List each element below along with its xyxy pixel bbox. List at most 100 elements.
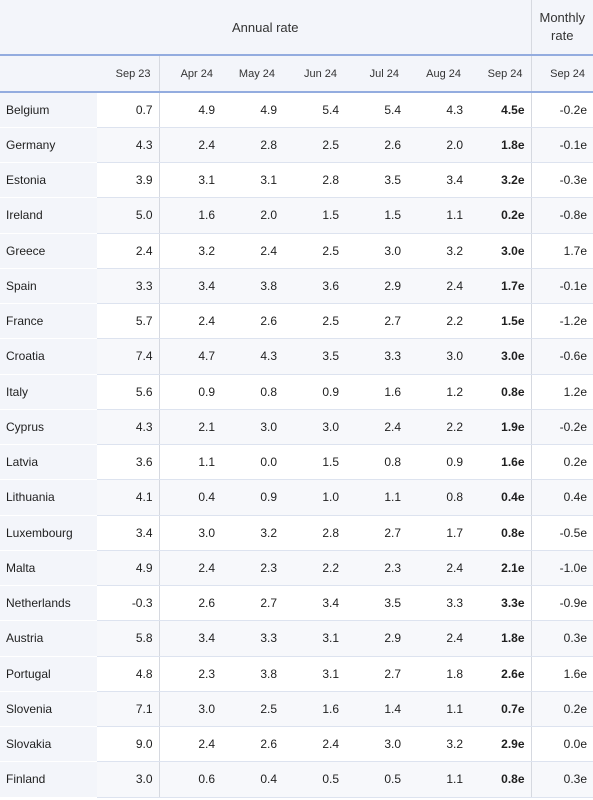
value-cell: 1.5 <box>345 197 407 234</box>
latest-annual-cell: 4.5e <box>469 92 531 128</box>
value-cell: 2.2 <box>283 550 345 587</box>
value-cell: 4.9 <box>159 92 221 128</box>
monthly-rate-cell: 0.4e <box>530 479 593 516</box>
value-cell: 0.8 <box>407 479 469 516</box>
latest-annual-cell: 0.4e <box>469 479 531 516</box>
country-cell: Portugal <box>0 656 97 692</box>
value-cell: 3.3 <box>407 585 469 622</box>
country-cell: Austria <box>0 620 97 657</box>
value-cell: 2.6 <box>159 585 221 622</box>
latest-annual-cell: 0.7e <box>469 691 531 728</box>
value-cell: 3.0 <box>97 761 160 798</box>
monthly-rate-cell: -0.1e <box>530 127 593 164</box>
value-cell: 3.5 <box>345 162 407 199</box>
latest-annual-cell: 1.7e <box>469 268 531 305</box>
value-cell: 2.4 <box>97 233 160 269</box>
latest-annual-cell: 0.8e <box>469 515 531 551</box>
value-cell: 2.4 <box>159 550 221 587</box>
country-cell: Finland <box>0 761 97 798</box>
value-cell: 2.3 <box>221 550 283 587</box>
latest-annual-cell: 3.0e <box>469 338 531 375</box>
value-cell: 4.9 <box>97 550 160 587</box>
value-cell: 1.4 <box>345 691 407 728</box>
value-cell: 3.2 <box>407 233 469 269</box>
value-cell: 3.4 <box>159 268 221 305</box>
latest-annual-cell: 1.9e <box>469 409 531 446</box>
value-cell: 1.5 <box>283 197 345 234</box>
latest-annual-cell: 0.8e <box>469 761 531 798</box>
value-cell: 2.4 <box>159 127 221 164</box>
value-cell: 5.7 <box>97 303 160 340</box>
value-cell: 3.3 <box>221 620 283 657</box>
monthly-label-line2: rate <box>551 28 574 43</box>
country-cell: Croatia <box>0 338 97 375</box>
value-cell: 0.9 <box>159 374 221 410</box>
value-cell: 3.8 <box>221 268 283 305</box>
value-cell: 3.0 <box>283 409 345 446</box>
column-header: Jul 24 <box>345 55 407 93</box>
value-cell: 2.5 <box>221 691 283 728</box>
latest-annual-cell: 2.9e <box>469 726 531 763</box>
value-cell: 4.3 <box>97 127 160 164</box>
column-header: Sep 24 <box>530 55 593 93</box>
value-cell: 3.1 <box>283 656 345 692</box>
value-cell: 2.1 <box>159 409 221 446</box>
value-cell: 3.1 <box>221 162 283 199</box>
column-header: Sep 23 <box>97 55 160 93</box>
value-cell: 2.3 <box>159 656 221 692</box>
value-cell: 2.4 <box>159 303 221 340</box>
value-cell: 0.6 <box>159 761 221 798</box>
monthly-rate-cell: -0.2e <box>530 92 593 128</box>
value-cell: 2.9 <box>345 620 407 657</box>
table-row: Lithuania 4.1 0.4 0.9 1.0 1.1 0.8 0.4e 0.4e <box>0 479 593 516</box>
latest-annual-cell: 2.1e <box>469 550 531 587</box>
value-cell: 9.0 <box>97 726 160 763</box>
value-cell: 0.8 <box>345 444 407 481</box>
value-cell: 2.3 <box>345 550 407 587</box>
value-cell: 2.5 <box>283 233 345 269</box>
value-cell: 5.4 <box>283 92 345 128</box>
value-cell: 4.3 <box>221 338 283 375</box>
value-cell: 3.8 <box>221 656 283 692</box>
country-cell: Italy <box>0 374 97 410</box>
value-cell: 3.3 <box>97 268 160 305</box>
country-cell: Latvia <box>0 444 97 481</box>
value-cell: 3.6 <box>283 268 345 305</box>
latest-annual-cell: 1.6e <box>469 444 531 481</box>
latest-annual-cell: 1.8e <box>469 620 531 657</box>
value-cell: 4.3 <box>407 92 469 128</box>
value-cell: 2.7 <box>345 515 407 551</box>
monthly-rate-cell: -0.5e <box>530 515 593 551</box>
column-header: Sep 24 <box>469 55 531 93</box>
table-row: Slovenia 7.1 3.0 2.5 1.6 1.4 1.1 0.7e 0.2e <box>0 691 593 728</box>
value-cell: 2.8 <box>283 162 345 199</box>
value-cell: 2.8 <box>221 127 283 164</box>
country-cell: Germany <box>0 127 97 164</box>
table-row: Italy 5.6 0.9 0.8 0.9 1.6 1.2 0.8e 1.2e <box>0 374 593 410</box>
latest-annual-cell: 2.6e <box>469 656 531 692</box>
country-cell: Cyprus <box>0 409 97 446</box>
table-row: Finland 3.0 0.6 0.4 0.5 0.5 1.1 0.8e 0.3e <box>0 761 593 798</box>
value-cell: 3.0 <box>159 691 221 728</box>
monthly-rate-header: Monthly rate <box>530 0 593 56</box>
value-cell: 3.4 <box>97 515 160 551</box>
value-cell: 3.1 <box>283 620 345 657</box>
monthly-rate-cell: -0.3e <box>530 162 593 199</box>
monthly-rate-cell: 0.3e <box>530 761 593 798</box>
value-cell: 5.4 <box>345 92 407 128</box>
country-cell: Netherlands <box>0 585 97 622</box>
group-header-row: Annual rate Monthly rate <box>0 0 593 56</box>
country-cell: Ireland <box>0 197 97 234</box>
value-cell: 2.6 <box>221 726 283 763</box>
value-cell: 1.1 <box>407 761 469 798</box>
value-cell: 3.0 <box>221 409 283 446</box>
value-cell: 1.0 <box>283 479 345 516</box>
monthly-rate-cell: 1.2e <box>530 374 593 410</box>
table-row: Portugal 4.8 2.3 3.8 3.1 2.7 1.8 2.6e 1.6e <box>0 656 593 692</box>
value-cell: 3.0 <box>159 515 221 551</box>
table-row: Greece 2.4 3.2 2.4 2.5 3.0 3.2 3.0e 1.7e <box>0 233 593 269</box>
value-cell: 2.8 <box>283 515 345 551</box>
value-cell: 3.4 <box>159 620 221 657</box>
value-cell: 0.9 <box>407 444 469 481</box>
column-header: May 24 <box>221 55 283 93</box>
